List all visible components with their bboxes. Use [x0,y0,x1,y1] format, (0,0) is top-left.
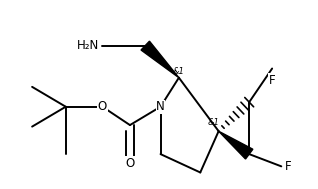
Polygon shape [141,41,179,78]
Text: O: O [125,157,135,170]
Text: N: N [156,100,165,113]
Text: F: F [285,160,292,173]
Text: F: F [269,74,275,87]
Polygon shape [218,131,253,159]
Text: O: O [98,100,107,113]
Text: H₂N: H₂N [77,39,99,52]
Text: &1: &1 [208,118,220,126]
Text: &1: &1 [173,67,185,76]
